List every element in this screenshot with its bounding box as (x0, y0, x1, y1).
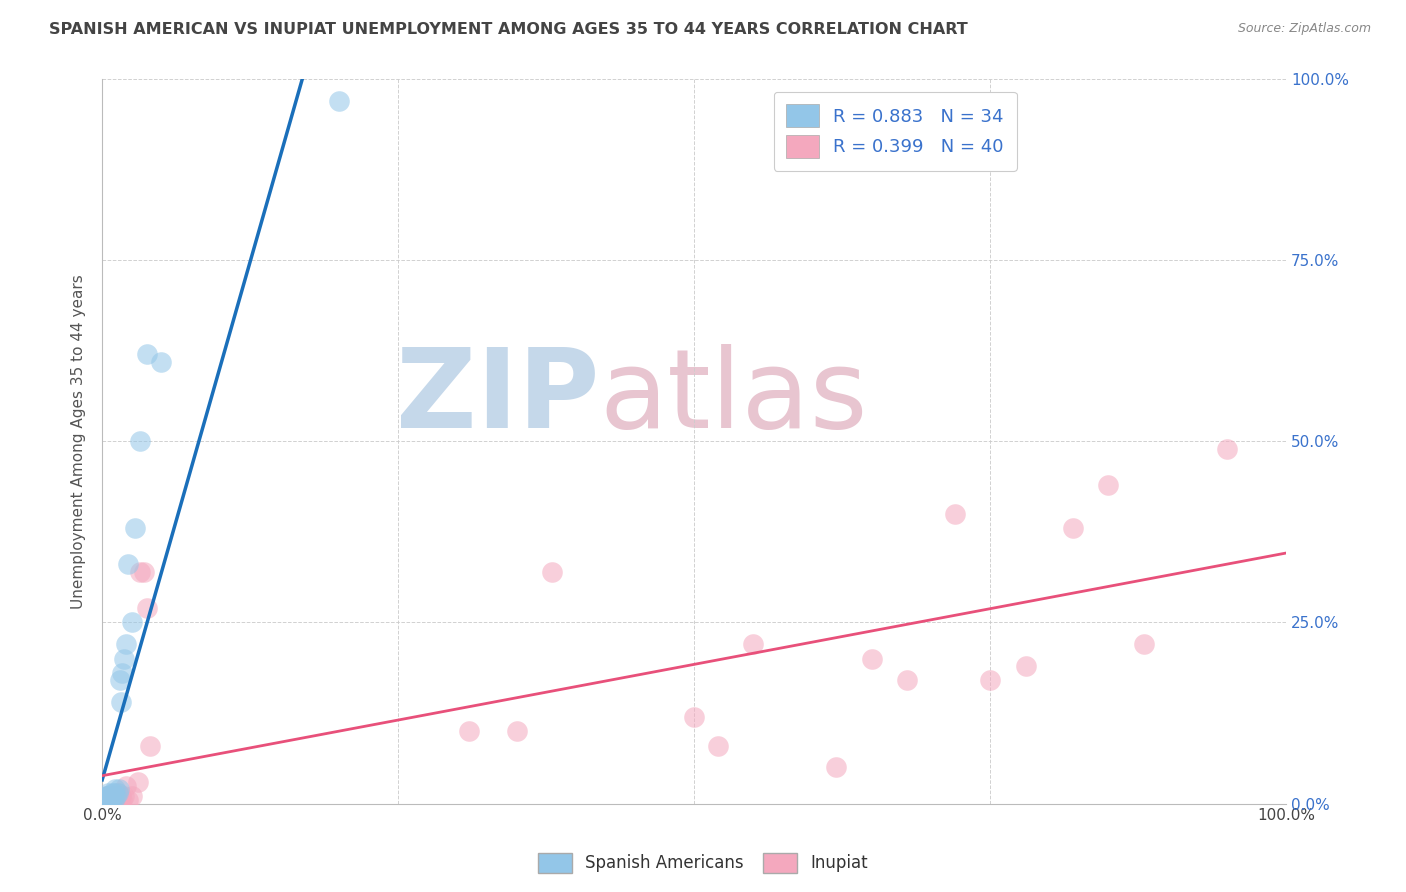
Point (100, 789, 122, 804)
Point (100, 793, 122, 807)
Point (112, 651, 135, 665)
Point (96, 789, 118, 804)
Point (683, 709, 706, 723)
Point (896, 673, 918, 688)
Point (103, 786, 125, 800)
Point (98, 793, 121, 807)
Point (129, 434, 152, 449)
Point (742, 637, 765, 651)
Point (136, 347, 159, 361)
Point (97, 786, 120, 800)
Point (94, 793, 117, 807)
Point (979, 673, 1001, 688)
Point (1014, 659, 1036, 673)
Point (541, 565, 564, 579)
Point (505, 724, 527, 739)
Point (138, 739, 160, 753)
Point (105, 789, 128, 804)
Point (112, 789, 135, 804)
Point (104, 789, 127, 804)
Point (132, 565, 155, 579)
Point (100, 789, 122, 804)
Y-axis label: Unemployment Among Ages 35 to 44 years: Unemployment Among Ages 35 to 44 years (72, 274, 86, 608)
Point (115, 779, 138, 793)
Point (97, 793, 120, 807)
Point (706, 739, 728, 753)
Point (107, 789, 129, 804)
Text: ZIP: ZIP (396, 344, 599, 451)
Point (103, 793, 125, 807)
Text: Source: ZipAtlas.com: Source: ZipAtlas.com (1237, 22, 1371, 36)
Point (115, 637, 138, 651)
Point (101, 786, 124, 800)
Point (458, 724, 481, 739)
Point (1133, 637, 1156, 651)
Legend: R = 0.883   N = 34, R = 0.399   N = 40: R = 0.883 N = 34, R = 0.399 N = 40 (773, 92, 1017, 170)
Point (943, 507, 966, 521)
Point (101, 789, 124, 804)
Point (111, 666, 134, 681)
Point (108, 673, 131, 688)
Point (108, 793, 131, 807)
Point (103, 793, 125, 807)
Point (107, 786, 129, 800)
Point (100, 793, 122, 807)
Point (136, 601, 159, 615)
Point (124, 521, 146, 535)
Point (110, 695, 132, 709)
Point (100, 793, 122, 807)
Point (860, 651, 883, 665)
Point (121, 789, 143, 804)
Point (100, 793, 122, 807)
Point (104, 782, 127, 797)
Point (825, 760, 848, 774)
Point (111, 793, 134, 807)
Point (150, 354, 173, 368)
Point (328, 94, 350, 108)
Point (1062, 521, 1084, 535)
Point (105, 793, 128, 807)
Point (96, 789, 118, 804)
Legend: Spanish Americans, Inupiat: Spanish Americans, Inupiat (531, 847, 875, 880)
Point (93, 793, 115, 807)
Point (97, 793, 120, 807)
Point (117, 558, 139, 572)
Point (96, 793, 118, 807)
Point (98, 789, 121, 804)
Point (127, 775, 149, 789)
Point (1216, 442, 1239, 456)
Point (94, 793, 117, 807)
Point (121, 615, 143, 630)
Point (110, 789, 132, 804)
Point (101, 789, 124, 804)
Point (117, 793, 139, 807)
Point (94, 789, 117, 804)
Text: atlas: atlas (599, 344, 868, 451)
Text: SPANISH AMERICAN VS INUPIAT UNEMPLOYMENT AMONG AGES 35 TO 44 YEARS CORRELATION C: SPANISH AMERICAN VS INUPIAT UNEMPLOYMENT… (49, 22, 967, 37)
Point (97, 789, 120, 804)
Point (1097, 477, 1119, 491)
Point (129, 565, 152, 579)
Point (107, 786, 129, 800)
Point (107, 782, 129, 797)
Point (98, 789, 121, 804)
